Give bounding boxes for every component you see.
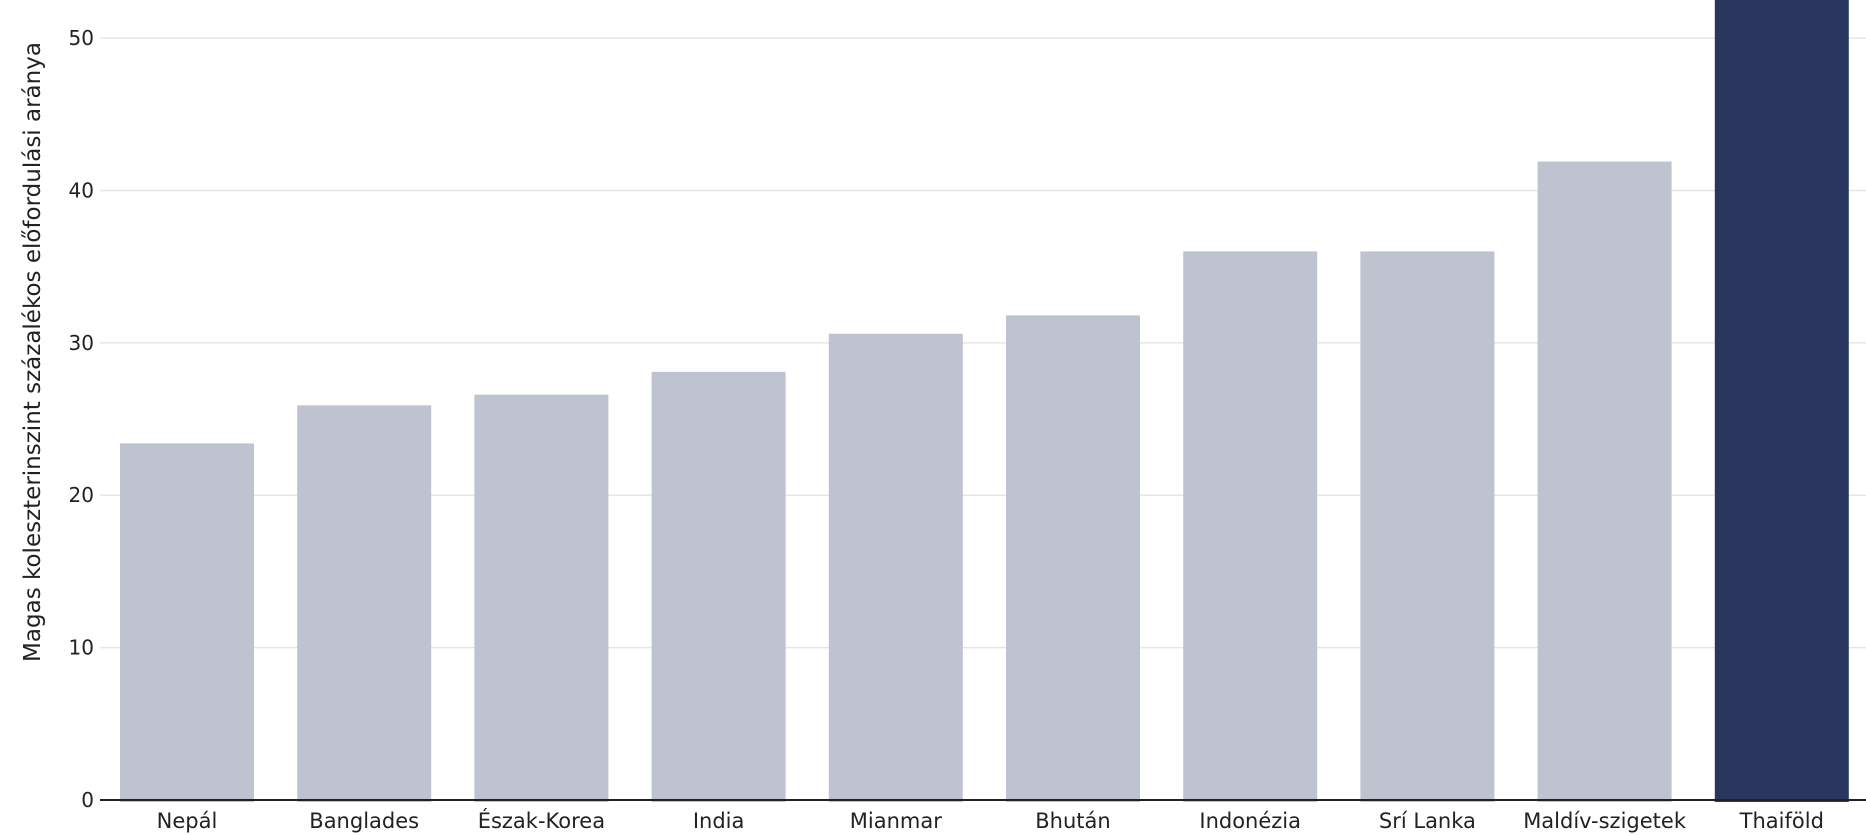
bar <box>1537 161 1672 802</box>
bars <box>120 0 1849 802</box>
y-tick-label: 10 <box>69 636 94 660</box>
x-tick-label: Srí Lanka <box>1379 809 1476 833</box>
x-tick-label: Banglades <box>309 809 419 833</box>
y-tick-label: 40 <box>69 178 94 202</box>
x-tick-label: Thaiföld <box>1739 809 1824 833</box>
x-tick-label: Mianmar <box>850 809 942 833</box>
bar <box>1183 251 1318 802</box>
bar <box>297 405 432 802</box>
bar <box>1360 251 1495 802</box>
x-tick-label: Nepál <box>157 809 218 833</box>
x-tick-label: Indonézia <box>1199 809 1301 833</box>
bar <box>828 333 963 802</box>
y-tick-label: 0 <box>81 788 94 812</box>
x-tick-label: Észak-Korea <box>478 808 605 833</box>
bar <box>120 443 254 802</box>
y-tick-label: 30 <box>69 331 94 355</box>
bar <box>1714 0 1849 802</box>
x-tick-label: India <box>693 809 745 833</box>
bar <box>1006 315 1140 802</box>
y-axis-title: Magas koleszterinszint százalékos előfor… <box>20 42 46 662</box>
y-tick-label: 20 <box>69 483 94 507</box>
x-tick-label: Maldív-szigetek <box>1523 809 1687 833</box>
y-tick-label: 50 <box>69 26 94 50</box>
category-labels: Nepál Banglades Észak-Korea India Mianmar Bhu… <box>157 808 1824 833</box>
y-tick-labels: 0 10 20 30 40 50 <box>69 26 94 812</box>
x-tick-label: Bhután <box>1035 809 1110 833</box>
bar <box>651 371 786 802</box>
bar <box>474 394 609 802</box>
